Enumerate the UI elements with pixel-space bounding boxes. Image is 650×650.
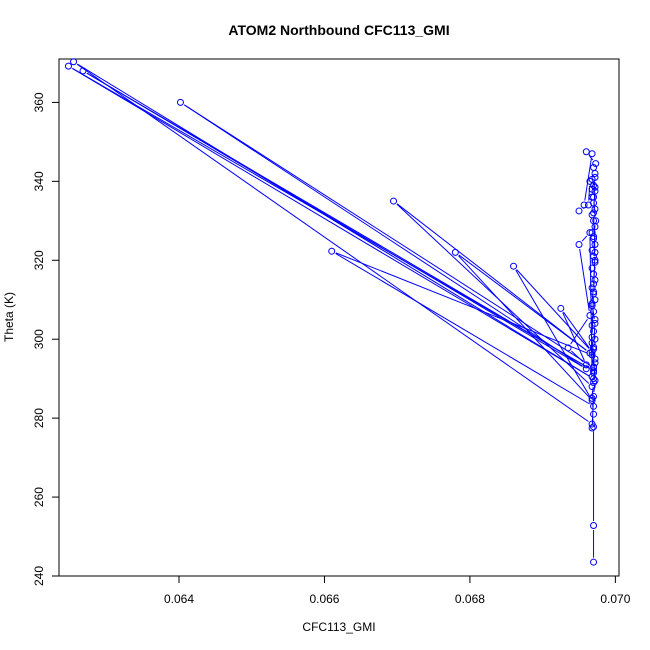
series-segment [183, 104, 583, 367]
data-point [588, 394, 596, 402]
y-tick-label: 300 [32, 329, 46, 349]
data-point [590, 209, 598, 217]
series-segment [72, 67, 590, 377]
series-segment [591, 400, 594, 424]
data-point [588, 300, 596, 308]
data-point [70, 58, 78, 66]
data-point [590, 343, 598, 351]
data-point [588, 150, 596, 158]
data-point [586, 312, 594, 320]
series-segment [563, 311, 590, 349]
x-tick-label: 0.064 [164, 592, 194, 606]
series-segment [593, 217, 596, 248]
x-axis: 0.064 0.066 0.068 0.070 [164, 575, 631, 606]
data-point [390, 197, 398, 205]
data-point [591, 359, 599, 367]
data-point [590, 280, 598, 288]
data-point [584, 201, 592, 209]
data-point [588, 424, 596, 432]
data-point [588, 333, 596, 341]
data-point [588, 211, 596, 219]
data-point [591, 319, 599, 327]
x-tick-label: 0.066 [309, 592, 339, 606]
data-point [590, 521, 598, 529]
data-point [582, 361, 590, 369]
data-point [575, 207, 583, 215]
data-point [591, 183, 599, 191]
series-segment [593, 256, 596, 288]
series-layer [64, 58, 600, 566]
data-point [590, 379, 598, 387]
data-point [590, 410, 598, 418]
data-point [592, 160, 600, 168]
data-point [451, 248, 459, 256]
data-point [575, 240, 583, 248]
data-point [592, 217, 600, 225]
series-segment [515, 269, 591, 397]
x-tick-label: 0.068 [455, 592, 485, 606]
data-point [588, 284, 596, 292]
series-segment [458, 254, 587, 351]
data-point [591, 173, 599, 181]
series-segment [396, 203, 590, 384]
series-segment [571, 350, 584, 363]
x-tick-label: 0.070 [600, 592, 630, 606]
data-point [590, 392, 598, 400]
series-segment [72, 67, 590, 369]
y-axis-label: Theta (K) [2, 292, 16, 342]
data-point [591, 355, 599, 363]
data-point [588, 383, 596, 391]
series-segment [562, 312, 585, 361]
data-point [564, 344, 572, 352]
data-point [176, 98, 184, 106]
data-point [588, 302, 596, 310]
data-point [591, 315, 599, 323]
data-point [588, 264, 596, 272]
data-point [588, 420, 596, 428]
series-segment [76, 63, 589, 422]
data-point [590, 233, 598, 241]
series-segment [335, 252, 589, 354]
data-point [586, 177, 594, 185]
y-tick-label: 340 [32, 171, 46, 191]
series-segment [570, 318, 588, 345]
series-segment [592, 387, 594, 394]
series-segment [396, 203, 587, 351]
data-point [586, 229, 594, 237]
series-segment [86, 72, 583, 367]
series-segment [458, 255, 590, 398]
data-point [510, 262, 518, 270]
data-point [591, 377, 599, 385]
x-axis-label: CFC113_GMI [302, 620, 375, 634]
chart-title: ATOM2 Northbound CFC113_GMI [228, 22, 449, 38]
y-tick-label: 320 [32, 250, 46, 270]
y-axis: 240 260 280 300 320 340 360 [32, 92, 60, 586]
data-point [588, 229, 596, 237]
data-point [591, 256, 599, 264]
y-tick-label: 240 [32, 566, 46, 586]
data-point [590, 164, 598, 172]
data-point [328, 247, 336, 255]
series-segment [581, 235, 588, 242]
y-tick-label: 280 [32, 408, 46, 428]
y-tick-label: 360 [32, 92, 46, 112]
data-point [590, 288, 598, 296]
data-point [580, 201, 588, 209]
data-point [557, 304, 565, 312]
y-tick-label: 260 [32, 487, 46, 507]
data-point [588, 396, 596, 404]
data-point [590, 363, 598, 371]
data-point [64, 62, 72, 70]
series-segment [579, 248, 590, 312]
data-point [79, 67, 87, 75]
data-point [590, 193, 598, 201]
data-point [582, 365, 590, 373]
data-point [591, 248, 599, 256]
series-segment [335, 253, 590, 405]
data-point [590, 558, 598, 566]
